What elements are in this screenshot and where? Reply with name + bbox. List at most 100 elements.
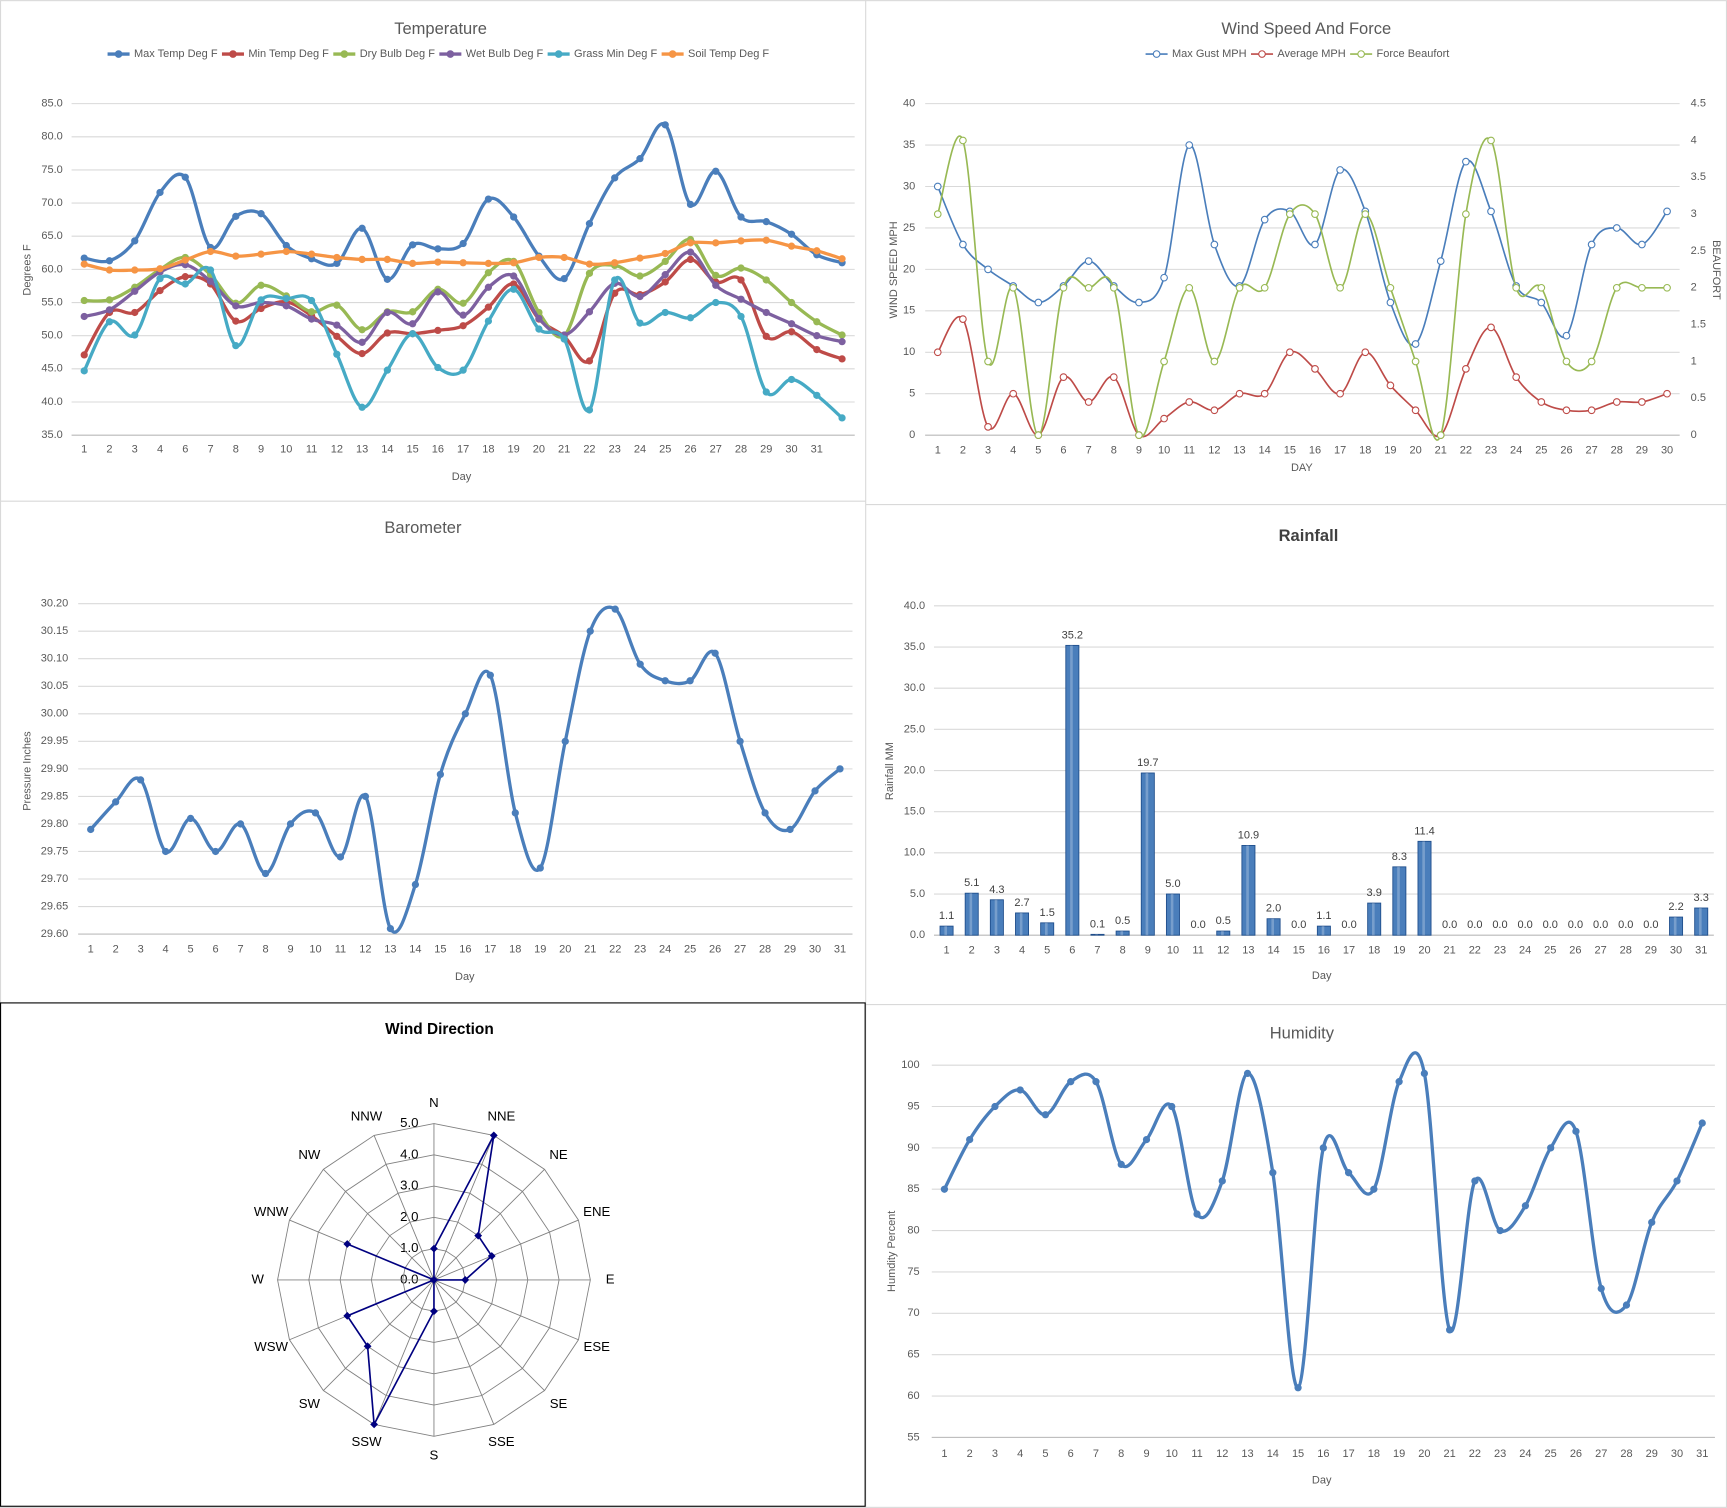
y-tick-label: 70	[907, 1307, 919, 1319]
r-tick-label: 0.0	[400, 1271, 418, 1286]
x-tick-label: 24	[634, 443, 646, 455]
data-point	[1084, 257, 1093, 265]
y2-tick-label: 4	[1691, 134, 1697, 146]
data-point	[959, 136, 967, 145]
data-point	[484, 317, 493, 325]
legend-marker	[1357, 50, 1365, 58]
bar	[1669, 916, 1684, 936]
x-axis-label: DAY	[1291, 462, 1313, 474]
y-tick-label: 30.05	[41, 680, 69, 692]
data-point	[1395, 1078, 1403, 1086]
data-point	[838, 355, 846, 363]
data-point	[1135, 298, 1143, 307]
y-axis-label: Degrees F	[21, 244, 33, 296]
data-point	[761, 809, 769, 817]
bar-highlight	[969, 893, 973, 936]
y2-axis-label: BEAUFORT	[1710, 240, 1722, 300]
x-tick-label: 11	[1191, 1448, 1202, 1460]
data-point	[80, 351, 88, 359]
x-tick-label: 8	[233, 443, 239, 455]
bar-highlight	[1271, 918, 1275, 936]
data-point	[686, 200, 695, 209]
data-label: 0.0	[1593, 919, 1608, 931]
data-point	[762, 236, 770, 244]
data-point	[1218, 1177, 1226, 1185]
bar-highlight	[1070, 645, 1073, 936]
y-tick-label: 30.0	[904, 682, 925, 694]
data-point	[1572, 1127, 1580, 1135]
data-point	[361, 792, 370, 801]
data-point	[1034, 431, 1043, 439]
data-point	[181, 280, 189, 288]
x-tick-label: 16	[1309, 444, 1321, 456]
data-point	[737, 213, 745, 221]
x-tick-label: 6	[1060, 444, 1066, 456]
data-point	[636, 254, 644, 262]
data-label: 0.5	[1115, 915, 1130, 927]
legend-marker	[446, 50, 455, 58]
x-tick-label: 7	[207, 443, 213, 455]
data-point	[1487, 136, 1495, 145]
x-tick-label: 1	[941, 1448, 947, 1460]
data-point	[712, 298, 720, 307]
data-point	[813, 345, 821, 354]
x-tick-label: 18	[1368, 945, 1380, 957]
data-point	[787, 242, 796, 250]
data-point	[1496, 1226, 1504, 1235]
x-tick-label: 18	[482, 443, 494, 455]
data-point	[686, 239, 695, 247]
data-point	[1336, 166, 1344, 174]
x-tick-label: 11	[306, 443, 317, 455]
data-label: 10.9	[1238, 829, 1259, 841]
y-tick-label: 45.0	[41, 363, 62, 375]
data-point	[333, 259, 341, 268]
x-tick-label: 13	[356, 443, 368, 455]
series-line	[346, 1135, 495, 1428]
data-point	[1487, 207, 1495, 216]
x-tick-label: 12	[331, 443, 343, 455]
data-point	[333, 332, 341, 340]
data-point	[358, 338, 366, 346]
data-point	[1663, 389, 1671, 398]
data-point	[933, 182, 942, 191]
data-point	[1436, 257, 1445, 265]
data-point	[1084, 283, 1093, 292]
data-point	[661, 677, 669, 685]
data-label: 0.0	[1291, 919, 1306, 931]
data-point	[105, 318, 114, 326]
data-point	[611, 605, 619, 613]
x-tick-label: 26	[1569, 945, 1581, 957]
x-tick-label: 25	[1544, 945, 1556, 957]
y-tick-label: 90	[907, 1142, 919, 1154]
y-tick-label: 60	[907, 1390, 919, 1402]
x-tick-label: 25	[659, 443, 671, 455]
data-point	[181, 273, 189, 281]
x-tick-label: 3	[992, 1448, 998, 1460]
y-tick-label: 60.0	[41, 263, 62, 275]
x-tick-label: 30	[1661, 444, 1673, 456]
data-point	[156, 188, 164, 197]
data-point	[636, 660, 644, 668]
x-tick-label: 15	[1284, 444, 1296, 456]
spoke	[373, 1135, 435, 1281]
data-point	[1638, 398, 1646, 406]
data-point	[408, 330, 417, 338]
data-point	[112, 798, 120, 806]
data-point	[459, 311, 467, 319]
data-point	[712, 239, 720, 247]
data-point	[282, 294, 290, 303]
x-tick-label: 27	[734, 943, 746, 955]
y-tick-label: 30.00	[41, 708, 69, 720]
data-label: 0.1	[1090, 918, 1105, 930]
data-point	[87, 825, 95, 834]
data-point	[181, 256, 189, 264]
x-tick-label: 17	[1342, 1448, 1354, 1460]
r-tick-label: 5.0	[400, 1115, 418, 1130]
bar-highlight	[1045, 922, 1048, 936]
x-tick-label: 25	[1545, 1448, 1557, 1460]
data-point	[1411, 340, 1420, 348]
data-point	[1336, 389, 1344, 398]
data-point	[1311, 240, 1319, 249]
x-tick-label: 3	[985, 444, 991, 456]
data-point	[966, 1135, 974, 1144]
